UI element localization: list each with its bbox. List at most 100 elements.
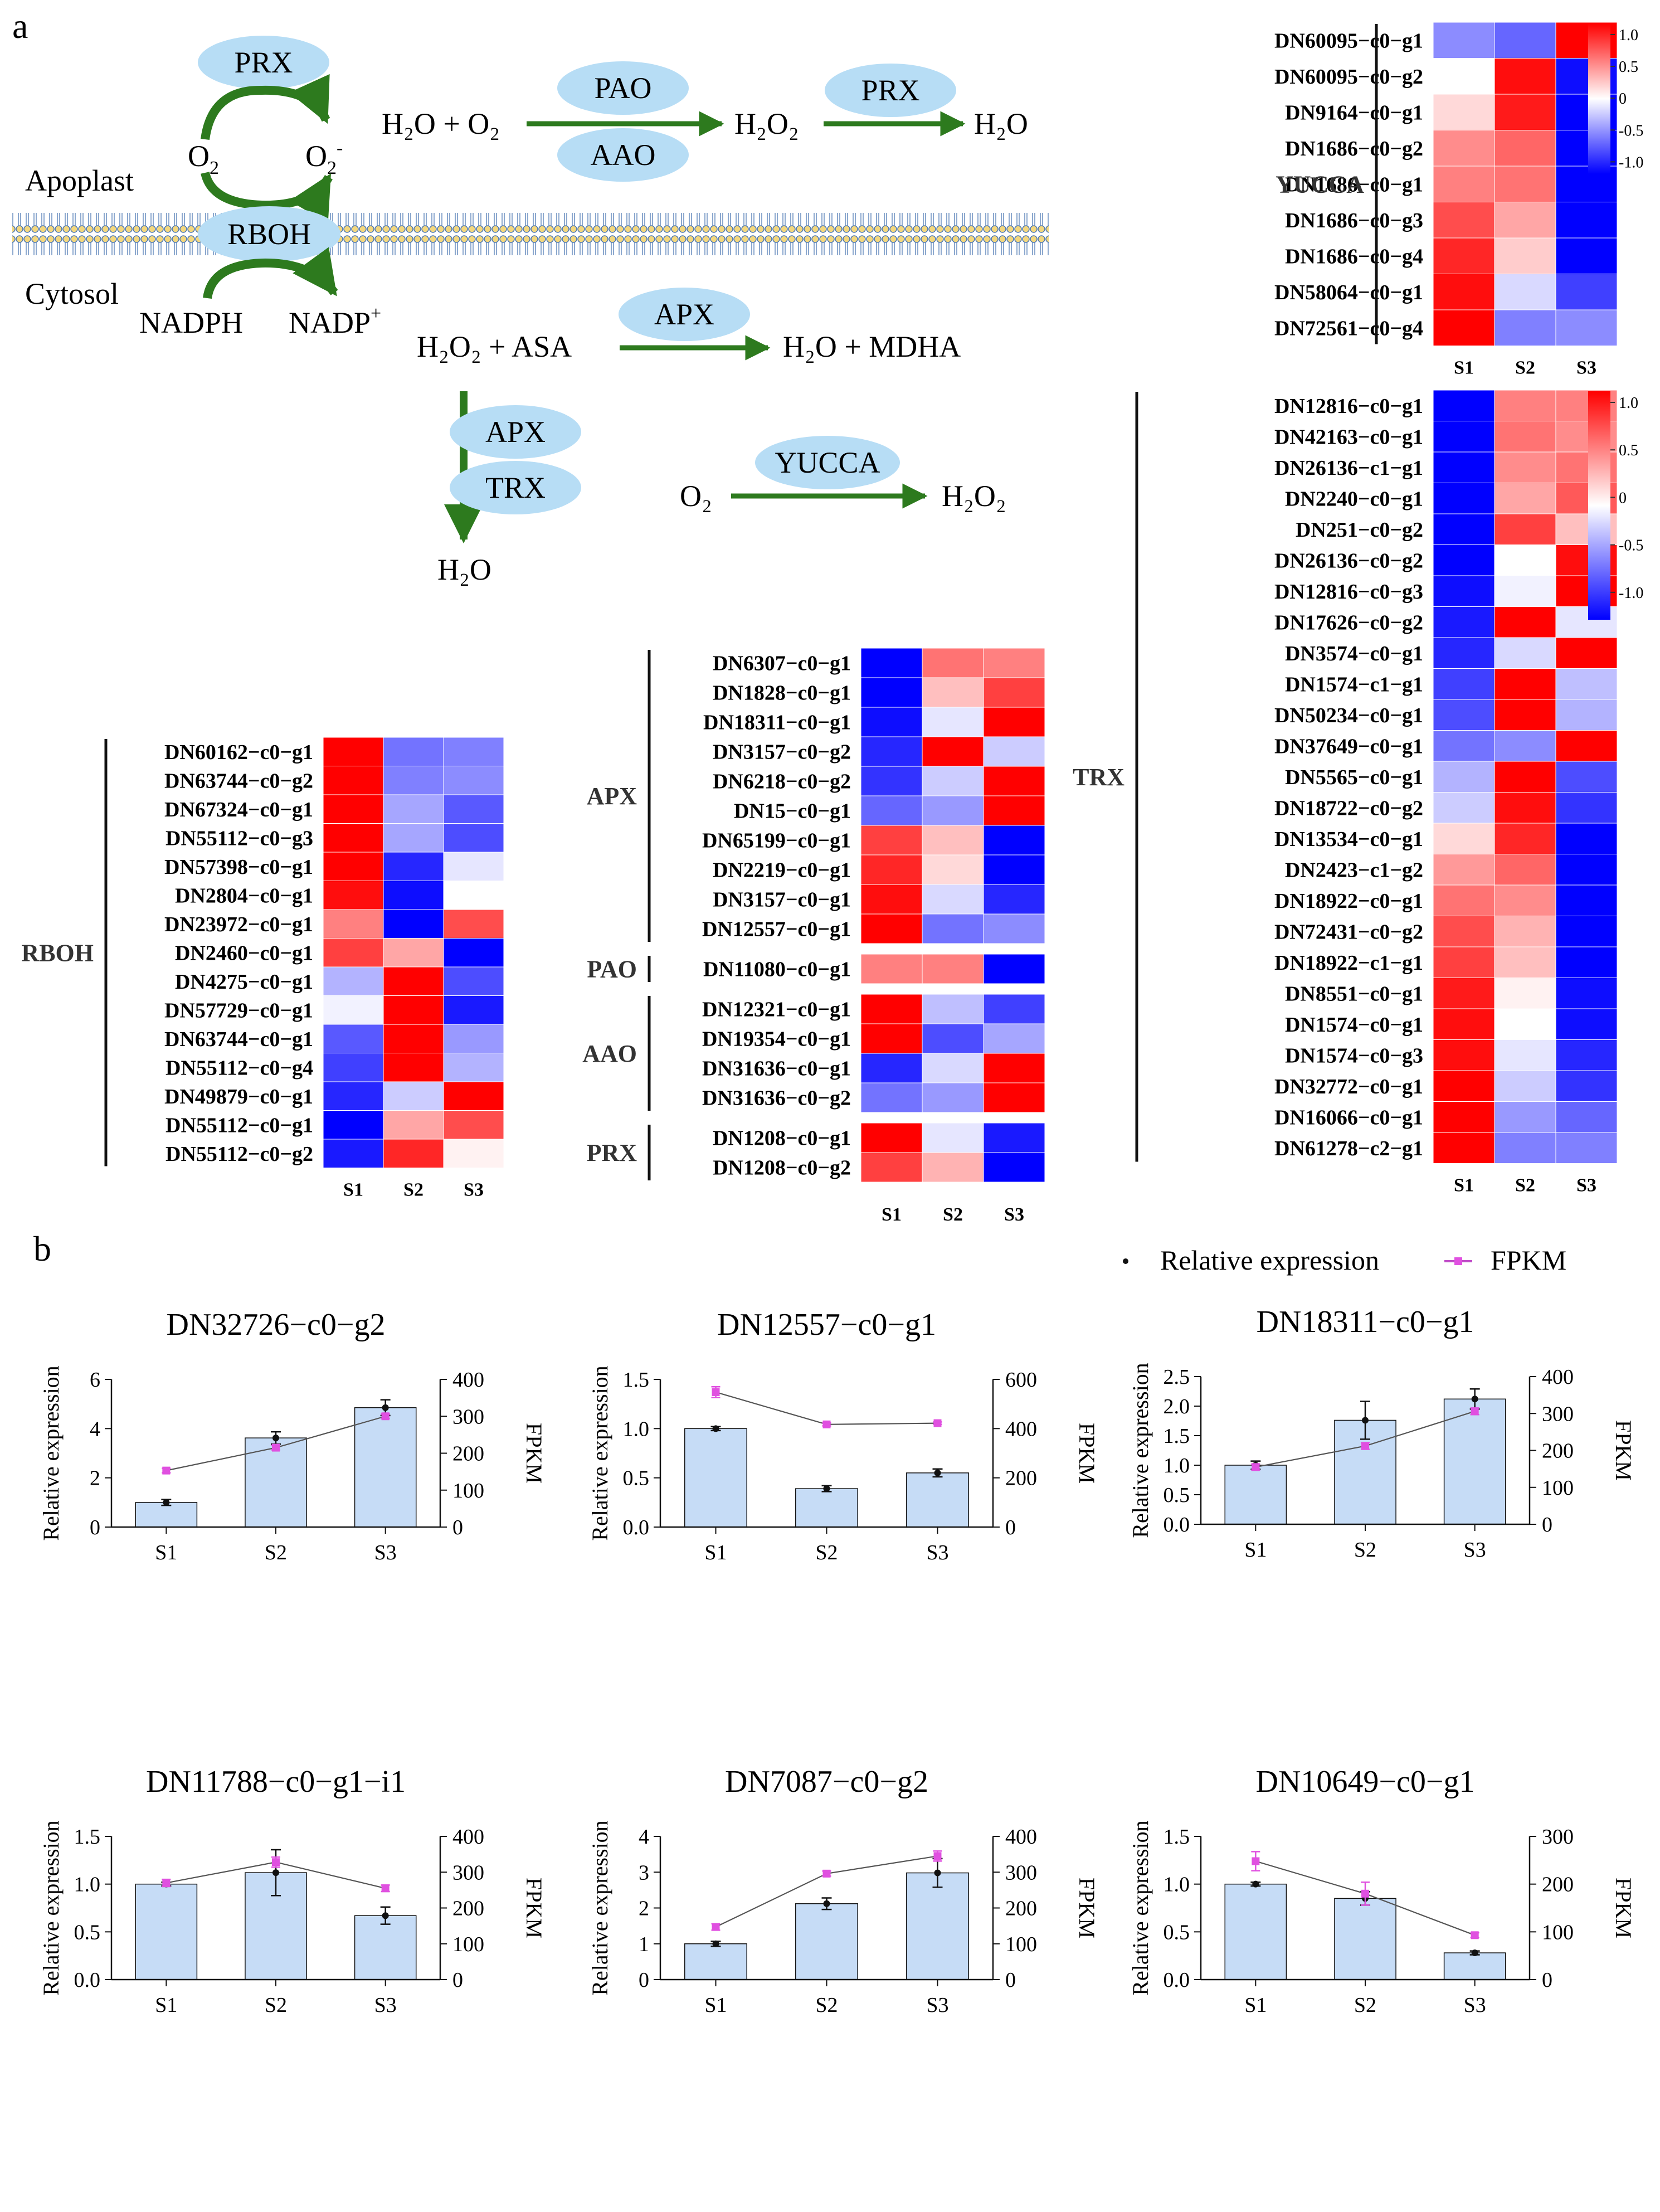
y-tick-label: 0.0 <box>74 1968 101 1992</box>
legend-fpkm-label: FPKM <box>1491 1244 1566 1276</box>
chart-title: DN12557−c0−g1 <box>717 1307 936 1342</box>
heatmap-cell <box>1555 946 1618 978</box>
heatmap-cell <box>383 852 444 881</box>
heatmap-cell <box>1555 274 1618 310</box>
heatmap-yucca: DN60095−c0−g1 DN60095−c0−g2 DN9164−c0−g1 DN… <box>1274 22 1618 378</box>
heatmap-cell <box>1433 237 1495 274</box>
y-tick-label: 0 <box>90 1516 100 1539</box>
y2-tick-label: 100 <box>1005 1933 1037 1956</box>
fpkm-point <box>712 1923 720 1931</box>
gene-label: DN55112−c0−g4 <box>165 1056 313 1080</box>
heatmap-cell <box>860 825 923 855</box>
fpkm-point <box>272 1858 280 1866</box>
heatmap-cell <box>383 881 444 910</box>
panel-label-b: b <box>33 1229 51 1268</box>
y2-axis-label: FPKM <box>1074 1878 1099 1938</box>
relative-point <box>1252 1880 1259 1888</box>
y-axis-label: Relative expression <box>1128 1363 1153 1538</box>
chart-title: DN7087−c0−g2 <box>725 1764 928 1799</box>
heatmap-cell <box>1494 451 1556 483</box>
relative-point <box>1362 1417 1369 1424</box>
relative-point <box>272 1869 279 1876</box>
heatmap-cell <box>383 966 444 996</box>
heatmap-cell <box>443 966 504 996</box>
y2-tick-label: 600 <box>1005 1368 1037 1392</box>
heatmap-cell <box>383 909 444 939</box>
gene-label: DN6307−c0−g1 <box>713 652 851 675</box>
gene-label: DN72431−c0−g2 <box>1274 920 1423 944</box>
gene-label: DN3157−c0−g1 <box>713 888 851 912</box>
gene-label: DN57398−c0−g1 <box>164 855 313 879</box>
heatmap-cell <box>443 1053 504 1082</box>
heatmap-cell <box>1555 854 1618 886</box>
y-tick-label: 4 <box>639 1825 649 1849</box>
heatmap-cell <box>1494 94 1556 130</box>
heatmap-cell <box>1433 1132 1495 1164</box>
heatmap-cell <box>443 1110 504 1140</box>
heatmap-cell <box>383 1110 444 1140</box>
gene-label: DN6218−c0−g2 <box>713 770 851 794</box>
gene-label: DN63744−c0−g2 <box>164 769 313 793</box>
gene-label: DN17626−c0−g2 <box>1274 611 1423 634</box>
fpkm-point <box>1471 1407 1479 1416</box>
bar <box>135 1883 198 1980</box>
group-label: PRX <box>587 1139 637 1166</box>
gene-label: DN49879−c0−g1 <box>164 1085 313 1109</box>
heatmap-cell <box>1494 606 1556 638</box>
gene-label: DN1574−c0−g1 <box>1285 1013 1423 1037</box>
heatmap-cell <box>323 823 384 853</box>
heatmap-cell <box>922 766 984 796</box>
heatmap-cell <box>860 884 923 915</box>
gene-label: DN2219−c0−g1 <box>713 859 851 882</box>
y2-tick-label: 300 <box>1542 1825 1574 1849</box>
enzyme-aao-label: AAO <box>591 138 656 172</box>
bar <box>795 1903 858 1980</box>
sample-label: S3 <box>1004 1204 1024 1225</box>
y2-tick-label: 200 <box>1005 1467 1037 1490</box>
gene-label: DN1574−c0−g3 <box>1285 1044 1423 1067</box>
heatmap-cell <box>1433 575 1495 607</box>
heatmap-cell <box>1494 390 1556 421</box>
x-tick-label: S1 <box>155 1541 177 1564</box>
colorbar-tick-label: 1.0 <box>1619 395 1638 412</box>
colorbar-tick-label: 0.5 <box>1619 59 1638 76</box>
colorbar-tick-label: -0.5 <box>1619 122 1643 139</box>
bar-chart-1: DN32726−c0−g2 0 2 4 6 0 100 200 300 400 S1 S2 S3 Rela… <box>38 1307 547 1564</box>
group-label: RBOH <box>21 939 94 966</box>
heatmap-cell <box>323 1139 384 1168</box>
heatmap-cell <box>1433 946 1495 978</box>
enzyme-pao-label: PAO <box>594 71 651 105</box>
heatmap-cell <box>1433 1039 1495 1071</box>
gene-label: DN2240−c0−g1 <box>1285 487 1423 511</box>
y2-tick-label: 100 <box>1542 1476 1574 1500</box>
heatmap-cell <box>1433 1070 1495 1102</box>
heatmap-cell <box>1433 823 1495 854</box>
heatmap-cell <box>1433 166 1495 202</box>
superoxide-label: O2- <box>305 138 343 178</box>
heatmap-cell <box>1555 792 1618 824</box>
heatmap-cell <box>443 1139 504 1168</box>
heatmap-cell <box>383 823 444 853</box>
cytosol-label: Cytosol <box>25 277 119 310</box>
gene-label: DN32772−c0−g1 <box>1274 1075 1423 1098</box>
colorbar-tick-label: 0 <box>1619 90 1627 108</box>
colorbar-yucca: 1.0 0.5 0 -0.5 -1.0 <box>1588 23 1643 174</box>
heatmap-cell <box>1555 884 1618 916</box>
heatmap-cell <box>1494 130 1556 167</box>
heatmap-cell <box>1555 1132 1618 1164</box>
y2-axis-label: FPKM <box>1611 1420 1636 1481</box>
relative-point <box>712 1425 719 1432</box>
enzyme-apx-reaction <box>619 288 750 341</box>
enzyme-apx-reaction-label: APX <box>654 298 714 331</box>
heatmap-cell <box>983 994 1045 1024</box>
sample-label: S1 <box>882 1204 902 1225</box>
heatmap-cell <box>443 823 504 853</box>
y-tick-label: 1.5 <box>623 1368 650 1392</box>
heatmap-cell <box>1555 699 1618 731</box>
y2-tick-label: 0 <box>1542 1513 1552 1537</box>
enzyme-prx-apoplast-label: PRX <box>234 46 293 79</box>
sample-label: S1 <box>1454 358 1474 378</box>
group-label: TRX <box>1073 764 1124 791</box>
heatmap-cell <box>383 938 444 968</box>
bar <box>906 1872 969 1980</box>
